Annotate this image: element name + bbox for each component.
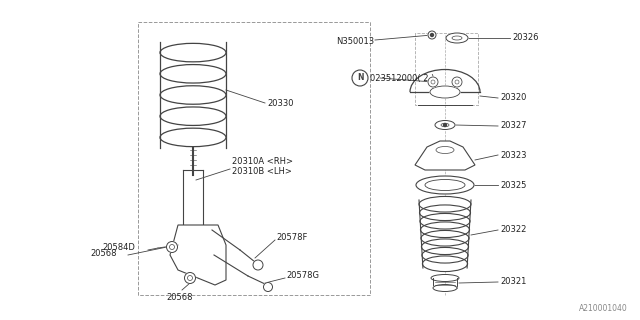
Circle shape	[352, 70, 368, 86]
Text: 20325: 20325	[500, 180, 526, 189]
Circle shape	[428, 31, 436, 39]
Text: 20578F: 20578F	[276, 233, 307, 242]
Circle shape	[166, 242, 177, 252]
Ellipse shape	[160, 65, 226, 83]
Circle shape	[264, 283, 273, 292]
Text: 20584D: 20584D	[102, 243, 135, 252]
Polygon shape	[415, 141, 475, 170]
Circle shape	[253, 260, 263, 270]
Ellipse shape	[416, 176, 474, 194]
Ellipse shape	[419, 205, 470, 220]
Ellipse shape	[421, 230, 469, 246]
Text: 20568: 20568	[166, 293, 193, 302]
Ellipse shape	[160, 107, 226, 125]
Polygon shape	[170, 225, 226, 285]
Text: 20320: 20320	[500, 93, 526, 102]
Text: 023512000( 2 ): 023512000( 2 )	[370, 74, 435, 83]
Circle shape	[431, 34, 433, 36]
Ellipse shape	[421, 239, 468, 254]
Ellipse shape	[420, 222, 470, 237]
Text: 20327: 20327	[500, 122, 527, 131]
Text: A210001040: A210001040	[579, 304, 628, 313]
Ellipse shape	[419, 196, 471, 212]
Text: 20321: 20321	[500, 277, 526, 286]
Text: 20326: 20326	[512, 34, 538, 43]
Text: 20578G: 20578G	[286, 270, 319, 279]
Circle shape	[444, 124, 447, 126]
Circle shape	[428, 77, 438, 87]
Ellipse shape	[160, 86, 226, 104]
Text: 20322: 20322	[500, 226, 526, 235]
Ellipse shape	[422, 247, 468, 263]
Ellipse shape	[430, 86, 460, 98]
Ellipse shape	[431, 275, 459, 282]
Ellipse shape	[436, 147, 454, 154]
Ellipse shape	[160, 43, 226, 62]
Ellipse shape	[435, 121, 455, 130]
Text: 20568: 20568	[90, 250, 116, 259]
Circle shape	[452, 77, 462, 87]
Ellipse shape	[433, 284, 457, 292]
Ellipse shape	[420, 213, 470, 229]
Ellipse shape	[160, 128, 226, 147]
Text: N: N	[356, 74, 364, 83]
Text: 20310B <LH>: 20310B <LH>	[232, 167, 292, 177]
Ellipse shape	[446, 33, 468, 43]
Circle shape	[184, 273, 195, 284]
Ellipse shape	[422, 256, 468, 272]
Ellipse shape	[425, 180, 465, 190]
Text: 20310A <RH>: 20310A <RH>	[232, 157, 293, 166]
Text: N350013: N350013	[336, 37, 374, 46]
Text: 20323: 20323	[500, 150, 527, 159]
Text: 20330: 20330	[267, 99, 294, 108]
